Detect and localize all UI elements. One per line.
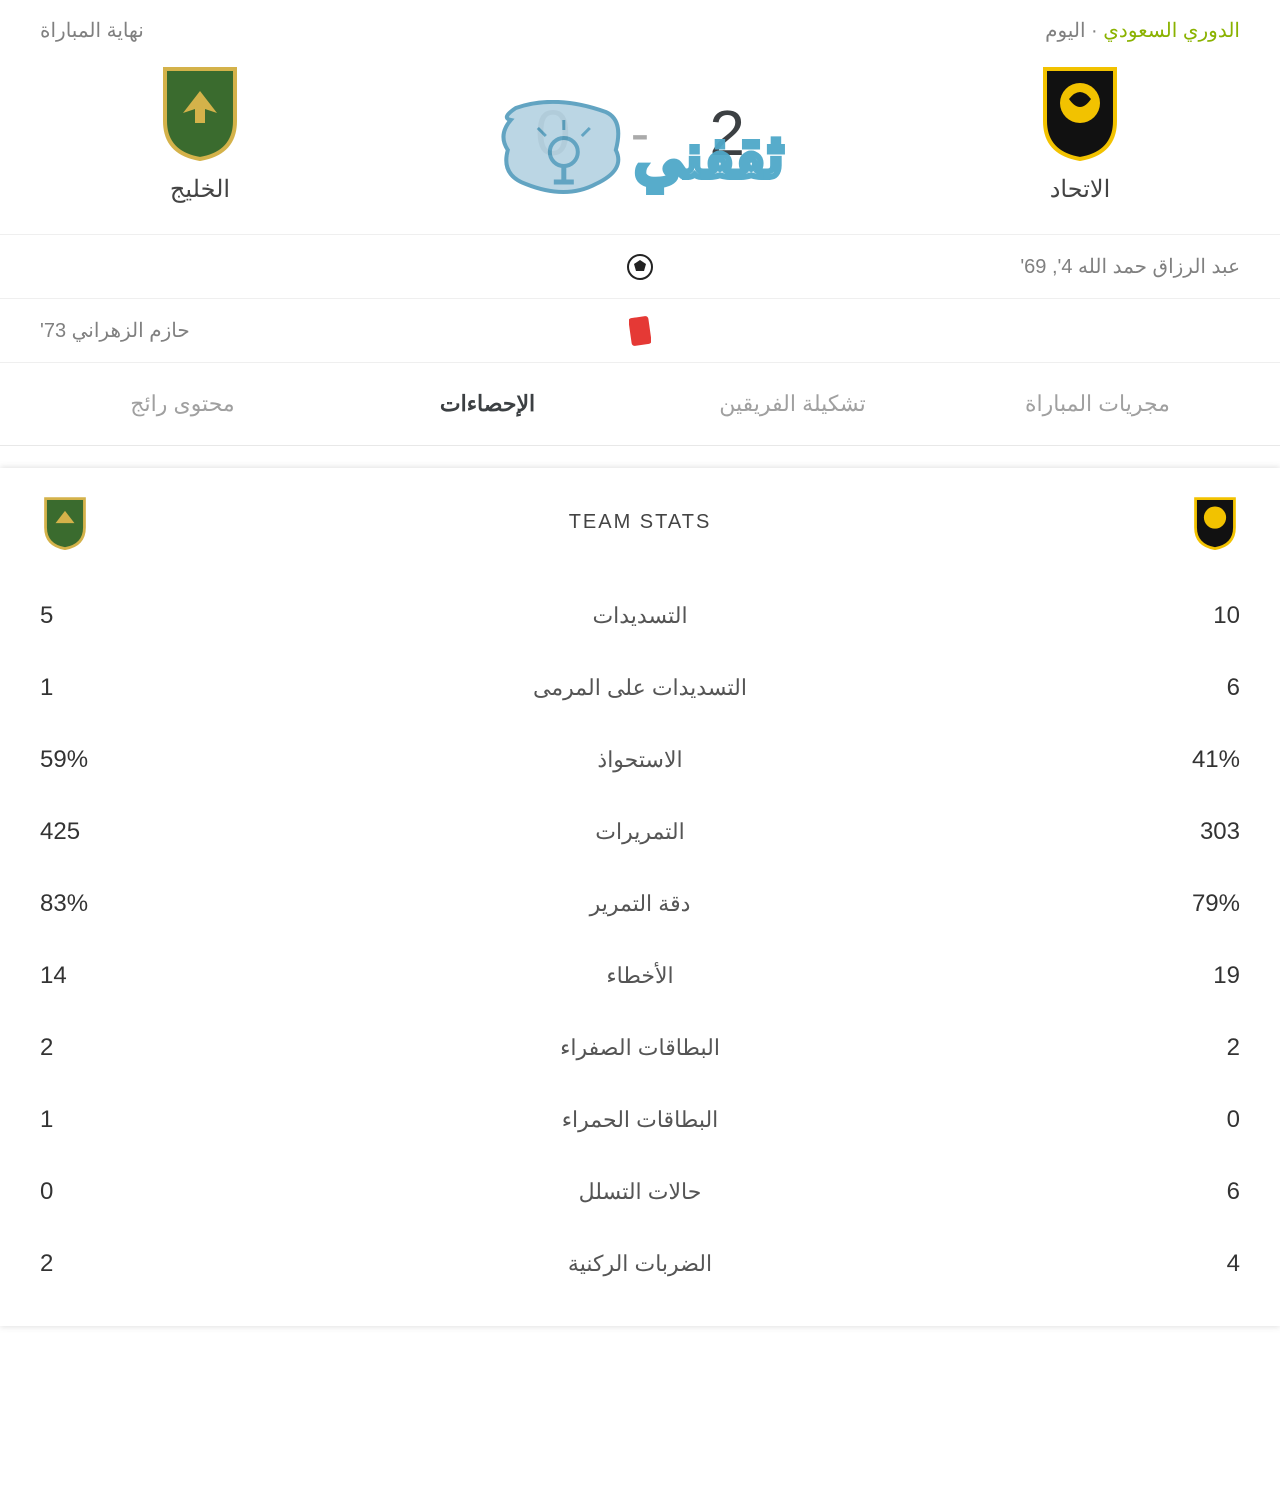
stats-rows: 10التسديدات56التسديدات على المرمى141%الا… (40, 580, 1240, 1300)
stat-home-value: 19 (1120, 962, 1240, 990)
stat-label: الضربات الركنية (160, 1251, 1120, 1277)
event-away-text: حازم الزهراني 73' (40, 318, 640, 343)
tab-lineups[interactable]: تشكيلة الفريقين (640, 363, 945, 445)
events-list: عبد الرزاق حمد الله 4', 69' حازم الزهران… (0, 234, 1280, 363)
stat-away-value: 5 (40, 602, 160, 630)
tabs: مجريات المباراة تشكيلة الفريقين الإحصاءا… (0, 363, 1280, 446)
away-team-name: الخليج (170, 175, 230, 204)
home-team[interactable]: الاتحاد (980, 61, 1180, 204)
stat-row: 6حالات التسلل0 (40, 1156, 1240, 1228)
match-header: الدوري السعودي · اليوم نهاية المباراة (0, 0, 1280, 51)
stat-row: 19الأخطاء14 (40, 940, 1240, 1012)
stat-row: 6التسديدات على المرمى1 (40, 652, 1240, 724)
stat-away-value: 2 (40, 1034, 160, 1062)
stat-row: 10التسديدات5 (40, 580, 1240, 652)
home-team-name: الاتحاد (1050, 175, 1111, 204)
stat-away-value: 1 (40, 674, 160, 702)
stats-title: TEAM STATS (90, 511, 1190, 534)
event-row: حازم الزهراني 73' (0, 299, 1280, 363)
home-badge-icon (1035, 61, 1125, 161)
stat-label: البطاقات الحمراء (160, 1107, 1120, 1133)
away-mini-badge-icon (40, 494, 90, 550)
stat-row: 0البطاقات الحمراء1 (40, 1084, 1240, 1156)
away-team[interactable]: الخليج (100, 61, 300, 204)
stat-away-value: 14 (40, 962, 160, 990)
stat-row: 2البطاقات الصفراء2 (40, 1012, 1240, 1084)
red-card-icon (600, 316, 680, 346)
stat-row: 303التمريرات425 (40, 796, 1240, 868)
stat-home-value: 303 (1120, 818, 1240, 846)
stat-home-value: 6 (1120, 1178, 1240, 1206)
stat-row: 4الضربات الركنية2 (40, 1228, 1240, 1300)
stat-home-value: 2 (1120, 1034, 1240, 1062)
stat-away-value: 0 (40, 1178, 160, 1206)
stat-label: التسديدات (160, 603, 1120, 629)
stat-label: التمريرات (160, 819, 1120, 845)
stat-home-value: 6 (1120, 674, 1240, 702)
stat-away-value: 1 (40, 1106, 160, 1134)
stat-label: الاستحواذ (160, 747, 1120, 773)
league-line: الدوري السعودي · اليوم (1045, 18, 1240, 43)
stat-row: 79%دقة التمرير83% (40, 868, 1240, 940)
score-area: الاتحاد 2 - 0 الخليج (0, 51, 1280, 234)
stat-away-value: 2 (40, 1250, 160, 1278)
stat-label: البطاقات الصفراء (160, 1035, 1120, 1061)
stats-header: TEAM STATS (40, 494, 1240, 550)
tab-timeline[interactable]: مجريات المباراة (945, 363, 1250, 445)
stat-label: الأخطاء (160, 963, 1120, 989)
stats-panel: TEAM STATS 10التسديدات56التسديدات على ال… (0, 468, 1280, 1326)
stat-away-value: 83% (40, 890, 160, 918)
tab-stats[interactable]: الإحصاءات (335, 363, 640, 445)
score-center: 2 - 0 (300, 96, 980, 170)
stat-label: حالات التسلل (160, 1179, 1120, 1205)
stat-home-value: 10 (1120, 602, 1240, 630)
tab-trending[interactable]: محتوى رائج (30, 363, 335, 445)
stat-label: دقة التمرير (160, 891, 1120, 917)
stat-home-value: 79% (1120, 890, 1240, 918)
home-score: 2 (709, 96, 745, 170)
away-score: 0 (535, 96, 571, 170)
event-row: عبد الرزاق حمد الله 4', 69' (0, 235, 1280, 299)
away-badge-icon (155, 61, 245, 161)
goal-icon (600, 254, 680, 280)
match-card: الدوري السعودي · اليوم نهاية المباراة ال… (0, 0, 1280, 1326)
stat-home-value: 41% (1120, 746, 1240, 774)
score-dash: - (631, 100, 650, 165)
match-status: نهاية المباراة (40, 18, 144, 43)
league-name: الدوري السعودي (1103, 20, 1240, 42)
stat-label: التسديدات على المرمى (160, 675, 1120, 701)
event-home-text: عبد الرزاق حمد الله 4', 69' (640, 254, 1240, 279)
home-mini-badge-icon (1190, 494, 1240, 550)
stat-away-value: 425 (40, 818, 160, 846)
stat-away-value: 59% (40, 746, 160, 774)
stat-home-value: 4 (1120, 1250, 1240, 1278)
stat-row: 41%الاستحواذ59% (40, 724, 1240, 796)
stat-home-value: 0 (1120, 1106, 1240, 1134)
league-date: · اليوم (1045, 20, 1103, 42)
